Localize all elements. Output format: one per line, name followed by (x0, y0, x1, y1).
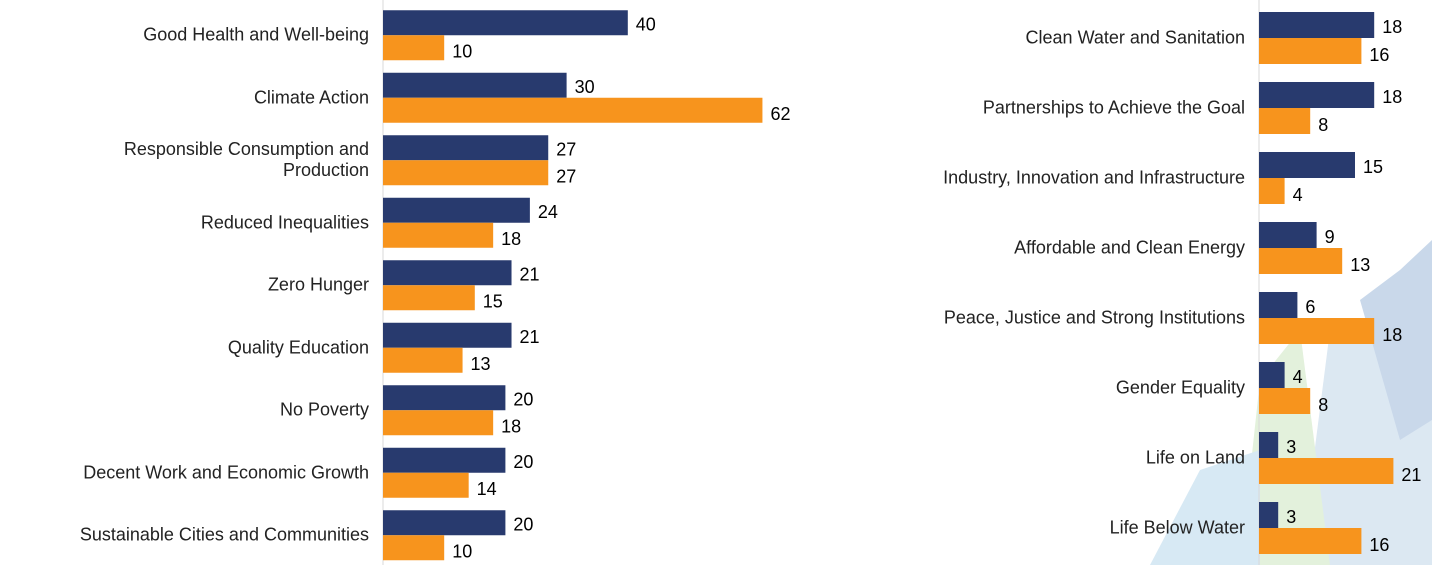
bar (383, 10, 628, 35)
bar (1259, 82, 1374, 108)
category-label: No Poverty (39, 400, 369, 421)
category-label: Responsible Consumption and Production (39, 139, 369, 181)
value-label: 27 (556, 140, 576, 160)
value-label: 18 (1382, 17, 1402, 37)
bar (1259, 12, 1374, 38)
category-label: Affordable and Clean Energy (825, 238, 1245, 259)
value-label: 15 (1363, 157, 1383, 177)
bar (383, 348, 463, 373)
bar (383, 510, 505, 535)
value-label: 10 (452, 42, 472, 62)
value-label: 18 (501, 229, 521, 249)
value-label: 40 (636, 15, 656, 35)
category-label: Peace, Justice and Strong Institutions (825, 308, 1245, 329)
bar (1259, 292, 1297, 318)
bar (383, 198, 530, 223)
bar (1259, 388, 1310, 414)
bar (383, 385, 505, 410)
bar (1259, 38, 1361, 64)
value-label: 13 (471, 354, 491, 374)
bar (1259, 432, 1278, 458)
value-label: 6 (1305, 297, 1315, 317)
category-label: Life on Land (825, 448, 1245, 469)
bar (383, 98, 762, 123)
bar (383, 260, 512, 285)
value-label: 18 (1382, 87, 1402, 107)
category-label: Decent Work and Economic Growth (39, 462, 369, 483)
value-label: 20 (513, 390, 533, 410)
value-label: 8 (1318, 115, 1328, 135)
value-label: 27 (556, 167, 576, 187)
value-label: 15 (483, 292, 503, 312)
bar (383, 35, 444, 60)
category-label: Zero Hunger (39, 275, 369, 296)
value-label: 24 (538, 202, 558, 222)
bar (1259, 318, 1374, 344)
bar (1259, 222, 1317, 248)
value-label: 9 (1325, 227, 1335, 247)
value-label: 18 (1382, 325, 1402, 345)
value-label: 18 (501, 417, 521, 437)
value-label: 14 (477, 479, 497, 499)
bar (1259, 248, 1342, 274)
bar (383, 223, 493, 248)
bar (383, 323, 512, 348)
bar (383, 410, 493, 435)
bar (383, 535, 444, 560)
bar (1259, 458, 1393, 484)
category-label: Good Health and Well-being (39, 25, 369, 46)
bar (383, 448, 505, 473)
bar (1259, 108, 1310, 134)
category-label: Reduced Inequalities (39, 212, 369, 233)
value-label: 3 (1286, 507, 1296, 527)
bar (383, 73, 567, 98)
value-label: 3 (1286, 437, 1296, 457)
value-label: 16 (1369, 45, 1389, 65)
value-label: 16 (1369, 535, 1389, 555)
category-label: Sustainable Cities and Communities (39, 525, 369, 546)
value-label: 21 (1401, 465, 1421, 485)
bar (1259, 178, 1285, 204)
value-label: 62 (770, 104, 790, 124)
value-label: 20 (513, 515, 533, 535)
value-label: 8 (1318, 395, 1328, 415)
value-label: 21 (520, 327, 540, 347)
value-label: 30 (575, 77, 595, 97)
category-label: Climate Action (39, 87, 369, 108)
category-label: Life Below Water (825, 518, 1245, 539)
page: 40 10 30 62 27 27 24 18 21 15 21 13 20 18 20 14 20 10 18 16… (0, 0, 1432, 565)
bar (1259, 362, 1285, 388)
bar (383, 135, 548, 160)
bar (1259, 502, 1278, 528)
value-label: 10 (452, 542, 472, 562)
bar (383, 285, 475, 310)
bar (383, 473, 469, 498)
bar (1259, 152, 1355, 178)
bar (1259, 528, 1361, 554)
category-label: Quality Education (39, 337, 369, 358)
bar (383, 160, 548, 185)
category-label: Partnerships to Achieve the Goal (825, 98, 1245, 119)
value-label: 4 (1293, 367, 1303, 387)
value-label: 4 (1293, 185, 1303, 205)
value-label: 21 (520, 265, 540, 285)
value-label: 20 (513, 452, 533, 472)
category-label: Clean Water and Sanitation (825, 28, 1245, 49)
category-label: Gender Equality (825, 378, 1245, 399)
category-label: Industry, Innovation and Infrastructure (825, 168, 1245, 189)
value-label: 13 (1350, 255, 1370, 275)
